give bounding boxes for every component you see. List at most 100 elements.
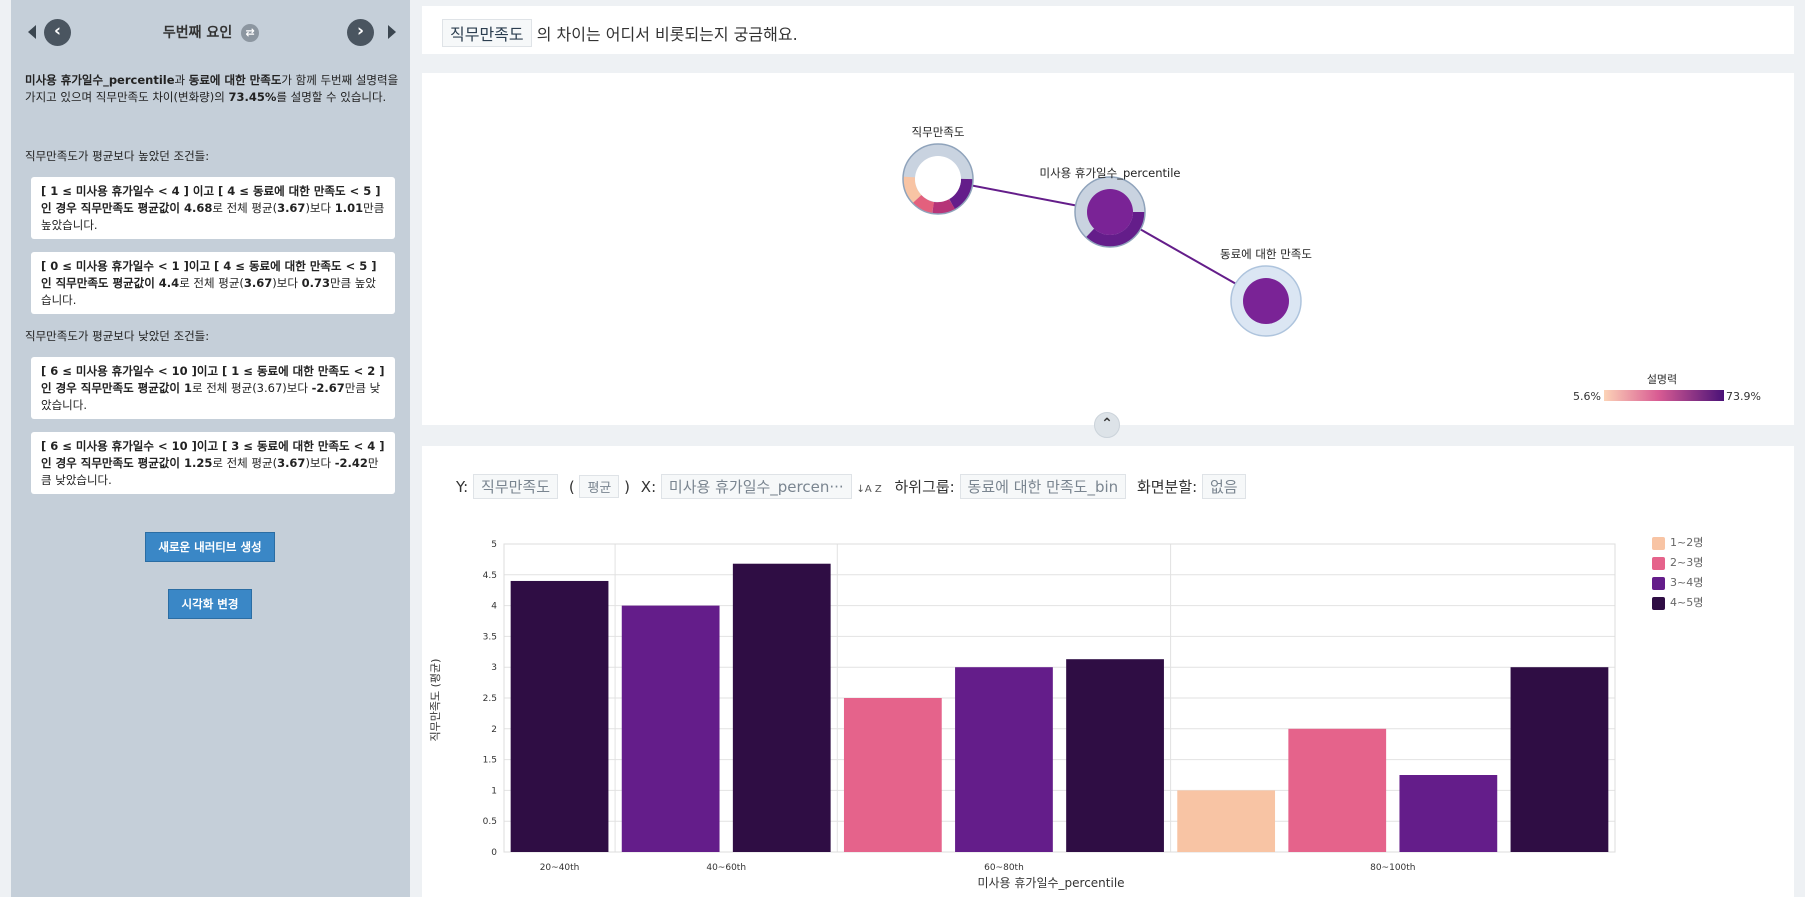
new-narrative-button[interactable]: 새로운 내러티브 생성: [145, 532, 275, 562]
aggregation-select[interactable]: 평균: [579, 475, 620, 498]
node-label: 직무만족도: [912, 125, 965, 139]
factor-summary: 미사용 휴가일수_percentile과 동료에 대한 만족도가 함께 두번째 …: [25, 72, 400, 106]
legend-swatch: [1652, 576, 1665, 590]
y-tick-label: 0: [491, 848, 497, 858]
sidebar: ‹ 두번째 요인 ⇄ › 미사용 휴가일수_percentile과 동료에 대한…: [11, 0, 410, 897]
card-diff: -2.67: [311, 381, 345, 395]
collapse-toggle-button[interactable]: ⌃: [1094, 412, 1120, 438]
question-bar: 직무만족도 의 차이는 어디서 비롯되는지 궁금해요.: [422, 6, 1794, 54]
y-tick-label: 2: [491, 725, 497, 735]
y-axis-label: Y:: [456, 478, 469, 496]
bar[interactable]: [1177, 790, 1276, 852]
y-tick-label: 1: [491, 786, 497, 796]
y-tick-label: 5: [491, 540, 497, 550]
subgroup-label: 하위그룹:: [894, 478, 955, 496]
card-text: 만큼 낮았습니다.: [41, 456, 379, 487]
bar[interactable]: [843, 698, 942, 852]
change-visualization-button[interactable]: 시각화 변경: [168, 589, 252, 619]
swap-icon[interactable]: ⇄: [241, 24, 260, 42]
network-node-job-satisfaction[interactable]: 직무만족도: [902, 125, 974, 215]
x-axis-label: X:: [640, 478, 657, 496]
card-average: 3.67: [277, 201, 306, 215]
node-label: 미사용 휴가일수_percentile: [1040, 166, 1181, 180]
bar[interactable]: [1510, 667, 1609, 852]
y-tick-label: 3: [491, 663, 497, 673]
card-diff: 0.73: [301, 276, 330, 290]
card-average: 3.67: [243, 276, 273, 290]
legend-min: 5.6%: [1573, 390, 1601, 403]
split-select[interactable]: 없음: [1202, 474, 1246, 499]
next-triangle-icon[interactable]: [388, 25, 396, 39]
card-diff: 1.01: [334, 201, 364, 215]
card-text: 로 전체 평균(3.67)보다: [191, 381, 312, 395]
condition-card: [ 6 ≤ 미사용 휴가일수 < 10 ]이고 [ 3 ≤ 동료에 대한 만족도…: [31, 432, 395, 494]
x-tick-label: 80~100th: [1370, 863, 1415, 873]
condition-card: [ 6 ≤ 미사용 휴가일수 < 10 ]이고 [ 1 ≤ 동료에 대한 만족도…: [31, 357, 395, 419]
y-tick-label: 1.5: [483, 756, 497, 766]
x-tick-label: 60~80th: [984, 863, 1024, 873]
factor-network: 직무만족도 미사용 휴가일수_percentile 동료에 대한 만족도 설명력…: [902, 125, 1761, 403]
card-condition: [ 1 ≤ 미사용 휴가일수 < 4 ] 이고 [ 4 ≤ 동료에 대한 만족도…: [41, 184, 381, 215]
next-factor-button[interactable]: ›: [347, 19, 374, 46]
legend-gradient: [1604, 390, 1724, 401]
x-variable-select[interactable]: 미사용 휴가일수_percen···: [660, 474, 852, 499]
factor-network-panel: 직무만족도 미사용 휴가일수_percentile 동료에 대한 만족도 설명력…: [422, 73, 1794, 425]
card-text: 만큼 높았습니다.: [41, 201, 385, 232]
legend-item[interactable]: 4~5명: [1652, 596, 1703, 616]
legend-item[interactable]: 2~3명: [1652, 556, 1703, 576]
network-node-coworker-satisfaction[interactable]: 동료에 대한 만족도: [1220, 247, 1312, 337]
prev-factor-button[interactable]: ‹: [44, 19, 71, 46]
card-average: 3.67: [277, 456, 306, 470]
subgroup-select[interactable]: 동료에 대한 만족도_bin: [959, 474, 1127, 499]
condition-card: [ 0 ≤ 미사용 휴가일수 < 1 ]이고 [ 4 ≤ 동료에 대한 만족도 …: [31, 252, 395, 314]
summary-text-2: 가 함께 두번째 설명력을 가지고 있으며 직무만족도 차이(변화량)의: [25, 73, 399, 104]
x-axis-title: 미사용 휴가일수_percentile: [977, 876, 1124, 890]
legend-label: 3~4명: [1670, 576, 1704, 589]
factor-title: 두번째 요인: [162, 25, 233, 41]
paren: ): [624, 478, 631, 496]
summary-text-1: 과: [174, 73, 189, 87]
prev-triangle-icon[interactable]: [28, 25, 36, 39]
legend-max: 73.9%: [1726, 390, 1761, 403]
card-text: 로 전체 평균(: [212, 456, 278, 470]
network-node-unused-vacation[interactable]: 미사용 휴가일수_percentile: [1040, 166, 1181, 248]
summary-feature-2: 동료에 대한 만족도: [188, 73, 282, 87]
card-condition: [ 0 ≤ 미사용 휴가일수 < 1 ]이고 [ 4 ≤ 동료에 대한 만족도 …: [41, 259, 377, 290]
x-tick-label: 40~60th: [706, 863, 746, 873]
condition-card: [ 1 ≤ 미사용 휴가일수 < 4 ] 이고 [ 4 ≤ 동료에 대한 만족도…: [31, 177, 395, 239]
bar[interactable]: [621, 605, 720, 852]
bar[interactable]: [1399, 775, 1498, 852]
y-tick-label: 2.5: [483, 694, 497, 704]
bar-chart: 0 0.5 1 1.5 2 2.5 3 3.5 4 4.5 5 20~40th 40~60th 60~80…: [429, 540, 1616, 890]
legend-title: 설명력: [1647, 373, 1677, 386]
card-diff: -2.42: [334, 456, 368, 470]
legend-item[interactable]: 3~4명: [1652, 576, 1703, 596]
legend-item[interactable]: 1~2명: [1652, 536, 1703, 556]
split-label: 화면분할:: [1136, 478, 1198, 496]
bar[interactable]: [955, 667, 1053, 852]
y-tick-label: 4: [491, 602, 497, 612]
bar[interactable]: [1288, 728, 1387, 852]
target-variable-chip[interactable]: 직무만족도: [442, 19, 532, 47]
legend-swatch: [1652, 556, 1665, 570]
y-tick-label: 3.5: [483, 632, 497, 642]
y-tick-label: 4.5: [483, 571, 497, 581]
plot-frame: [503, 543, 1616, 853]
y-tick-label: 0.5: [483, 817, 497, 827]
legend-swatch: [1652, 536, 1665, 550]
summary-feature-1: 미사용 휴가일수_percentile: [25, 73, 175, 87]
node-label: 동료에 대한 만족도: [1220, 247, 1312, 261]
bar[interactable]: [1066, 659, 1164, 852]
low-conditions-label: 직무만족도가 평균보다 낮았던 조건들:: [25, 329, 210, 343]
y-variable-select[interactable]: 직무만족도: [473, 474, 559, 499]
sort-icon[interactable]: ↓A Z: [856, 484, 882, 495]
bar[interactable]: [732, 563, 831, 852]
bar[interactable]: [510, 580, 609, 852]
chart-bars: [510, 563, 1609, 852]
summary-percent: 73.45%: [228, 90, 277, 104]
y-axis-title: 직무만족도 (평균): [429, 659, 442, 742]
card-text: 로 전체 평균(: [212, 201, 278, 215]
chart-controls: Y: 직무만족도 ( 평균 ) X: 미사용 휴가일수_percen··· ↓A…: [456, 474, 1246, 499]
card-text: 만큼 높았습니다.: [41, 276, 376, 307]
high-conditions-label: 직무만족도가 평균보다 높았던 조건들:: [25, 149, 210, 163]
